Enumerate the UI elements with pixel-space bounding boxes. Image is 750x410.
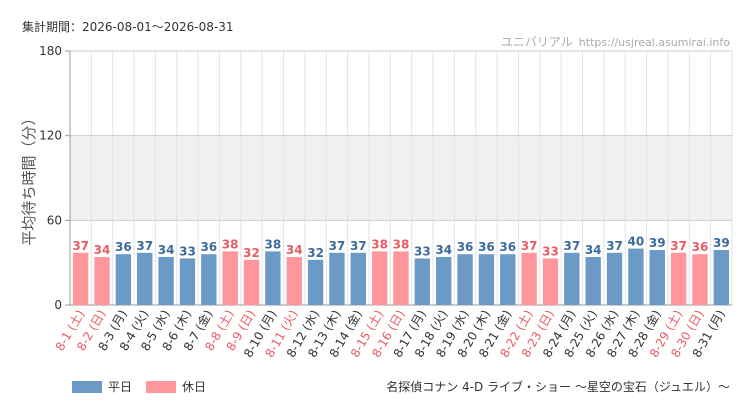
bar-value-label: 36 xyxy=(478,240,495,254)
bar xyxy=(179,258,196,305)
bar xyxy=(649,249,665,305)
bar-value-label: 32 xyxy=(307,246,324,260)
bar-value-label: 34 xyxy=(286,243,303,257)
bar-value-label: 34 xyxy=(94,243,111,257)
bar xyxy=(201,254,217,305)
y-tick-label: 120 xyxy=(39,129,62,143)
chart-legend: 平日 休日 xyxy=(72,378,220,395)
bar-value-label: 37 xyxy=(563,239,580,253)
bar xyxy=(713,249,730,305)
bar xyxy=(564,252,580,305)
bar-value-label: 37 xyxy=(521,239,538,253)
legend-item-holiday: 休日 xyxy=(146,378,206,395)
legend-item-weekday: 平日 xyxy=(72,378,132,395)
bar-value-label: 39 xyxy=(713,236,730,250)
bar-value-label: 33 xyxy=(179,244,196,258)
bar-value-label: 33 xyxy=(542,244,559,258)
bar-value-label: 32 xyxy=(243,246,260,260)
period-label: 集計期間：2026-08-01～2026-08-31 xyxy=(22,20,234,34)
shaded-band xyxy=(70,135,732,221)
bar xyxy=(350,252,366,305)
bar xyxy=(542,258,559,305)
legend-label-weekday: 平日 xyxy=(108,380,133,394)
legend-swatch-holiday xyxy=(146,380,177,393)
bar xyxy=(670,252,687,305)
legend-label-holiday: 休日 xyxy=(182,380,207,394)
bar xyxy=(94,257,110,305)
bar xyxy=(286,257,302,305)
bar-value-label: 37 xyxy=(136,239,153,253)
bar-value-label: 38 xyxy=(371,237,388,251)
y-tick-label: 60 xyxy=(47,213,62,227)
bar-value-label: 37 xyxy=(350,239,367,253)
bar xyxy=(436,257,452,305)
bar xyxy=(329,252,345,305)
bar xyxy=(115,254,132,305)
bar-value-label: 37 xyxy=(670,239,687,253)
bar-value-label: 36 xyxy=(457,240,474,254)
bar xyxy=(137,252,153,305)
bar xyxy=(628,248,644,305)
bar-value-label: 38 xyxy=(393,237,410,251)
y-tick-label: 180 xyxy=(39,44,62,58)
bar-value-label: 34 xyxy=(435,243,452,257)
bar-value-label: 34 xyxy=(158,243,175,257)
bar-value-label: 36 xyxy=(692,240,709,254)
legend-swatch-weekday xyxy=(72,380,102,393)
bar xyxy=(371,251,388,305)
bar-value-label: 39 xyxy=(649,236,666,250)
bar-value-label: 37 xyxy=(606,239,623,253)
attraction-name: 名探偵コナン 4-D ライブ・ショー 〜星空の宝石（ジュエル）〜 xyxy=(386,380,730,394)
bar-value-label: 36 xyxy=(200,240,217,254)
bar xyxy=(585,257,601,305)
bar xyxy=(243,259,260,305)
source-url: https://usjreal.asumirai.info xyxy=(578,36,730,49)
source-name: ユニバリアル xyxy=(500,35,573,49)
bar-value-label: 33 xyxy=(414,244,431,258)
y-axis-label: 平均待ち時間（分） xyxy=(20,110,38,245)
bar xyxy=(307,259,324,305)
bar-value-label: 38 xyxy=(222,237,239,251)
bar xyxy=(606,252,623,305)
bar-value-label: 40 xyxy=(628,235,645,249)
bar xyxy=(265,251,281,305)
bar xyxy=(393,251,409,305)
y-tick-label: 0 xyxy=(54,298,62,312)
source-attribution: ユニバリアル https://usjreal.asumirai.info xyxy=(501,33,730,50)
bar xyxy=(478,254,495,305)
bar-value-label: 34 xyxy=(585,243,602,257)
bar-value-label: 36 xyxy=(115,240,132,254)
bar xyxy=(72,252,89,305)
bar xyxy=(222,251,238,305)
bar xyxy=(457,254,473,305)
bar xyxy=(692,254,708,305)
bar-value-label: 37 xyxy=(329,239,346,253)
bar xyxy=(414,258,431,305)
bar-value-label: 38 xyxy=(265,237,282,251)
bar xyxy=(521,252,537,305)
bar-value-label: 36 xyxy=(499,240,516,254)
bar-value-label: 37 xyxy=(72,239,89,253)
bar xyxy=(158,257,174,305)
bar xyxy=(500,254,516,305)
